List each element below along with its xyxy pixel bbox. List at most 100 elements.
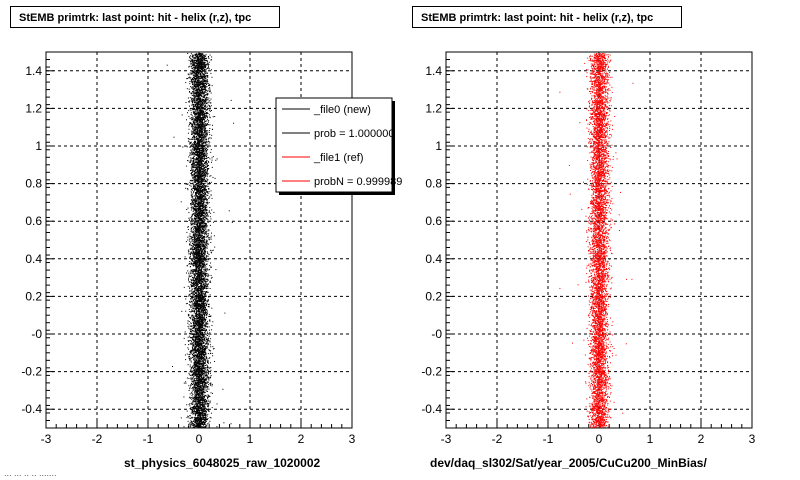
scatter-point — [192, 68, 194, 70]
scatter-point — [191, 67, 193, 69]
scatter-point — [202, 96, 204, 98]
scatter-point — [199, 185, 201, 187]
scatter-point — [198, 130, 200, 132]
scatter-point — [197, 155, 199, 157]
scatter-point — [190, 407, 192, 409]
scatter-point — [189, 57, 191, 59]
scatter-point — [197, 392, 199, 394]
scatter-point — [202, 88, 204, 90]
scatter-point — [198, 92, 200, 94]
scatter-point — [202, 104, 204, 106]
scatter-point — [205, 284, 207, 286]
scatter-point — [189, 91, 190, 92]
scatter-point — [196, 106, 197, 107]
scatter-point — [186, 146, 188, 148]
scatter-point — [188, 385, 190, 387]
scatter-point — [213, 348, 215, 349]
scatter-point — [192, 381, 194, 383]
scatter-point — [193, 291, 195, 293]
scatter-point — [203, 253, 205, 254]
scatter-point — [206, 154, 208, 156]
scatter-point — [193, 76, 195, 78]
scatter-point — [193, 213, 194, 215]
scatter-point — [205, 133, 207, 135]
scatter-point — [192, 201, 194, 203]
scatter-point — [189, 241, 191, 243]
scatter-point — [199, 157, 200, 159]
scatter-point — [191, 133, 193, 135]
scatter-point — [204, 153, 206, 155]
scatter-point — [206, 367, 208, 369]
scatter-point — [193, 408, 195, 410]
scatter-point — [206, 372, 208, 373]
scatter-point — [204, 100, 206, 102]
scatter-point — [190, 298, 191, 300]
scatter-point — [194, 82, 196, 84]
scatter-point — [204, 64, 206, 66]
scatter-point — [192, 290, 194, 292]
scatter-point — [195, 118, 197, 120]
scatter-point — [197, 182, 199, 183]
scatter-point — [205, 212, 207, 213]
scatter-point — [197, 275, 199, 276]
scatter-point — [206, 160, 207, 162]
scatter-point — [206, 190, 208, 192]
scatter-point — [204, 258, 206, 260]
scatter-point — [199, 160, 201, 162]
scatter-point — [199, 102, 201, 104]
scatter-point — [205, 144, 207, 146]
scatter-point — [197, 120, 199, 122]
scatter-point — [197, 173, 199, 175]
scatter-point — [195, 222, 197, 224]
scatter-point — [206, 163, 208, 165]
scatter-point — [195, 348, 197, 350]
scatter-point — [194, 181, 196, 183]
scatter-point — [202, 305, 204, 307]
scatter-point — [211, 59, 213, 61]
scatter-point — [192, 348, 194, 350]
scatter-point — [195, 257, 197, 259]
scatter-point — [195, 261, 197, 263]
scatter-point — [203, 379, 205, 381]
scatter-point — [209, 341, 211, 343]
scatter-point — [191, 114, 193, 116]
scatter-point — [192, 111, 194, 113]
scatter-point — [189, 405, 191, 407]
scatter-point — [202, 93, 204, 95]
scatter-point — [187, 239, 189, 241]
scatter-point — [189, 239, 190, 241]
scatter-point — [191, 173, 193, 175]
scatter-point — [194, 223, 196, 225]
scatter-point — [205, 197, 206, 199]
scatter-point — [200, 255, 202, 256]
scatter-point — [210, 266, 211, 268]
scatter-point — [202, 307, 204, 309]
scatter-point — [194, 205, 196, 207]
scatter-point — [195, 198, 196, 200]
scatter-point — [194, 395, 196, 397]
scatter-point — [196, 227, 198, 229]
scatter-point — [190, 252, 192, 254]
scatter-point — [208, 275, 210, 277]
scatter-point — [196, 248, 198, 250]
scatter-point — [187, 236, 189, 238]
scatter-point — [189, 328, 191, 330]
scatter-point — [210, 218, 212, 220]
scatter-point — [205, 379, 207, 381]
scatter-point — [202, 283, 204, 285]
scatter-point — [200, 76, 202, 78]
scatter-point — [201, 339, 203, 341]
scatter-point — [200, 324, 202, 326]
scatter-point — [197, 290, 198, 291]
scatter-point — [202, 179, 204, 181]
scatter-point — [200, 177, 202, 179]
scatter-point — [205, 216, 207, 218]
scatter-point — [199, 308, 201, 310]
scatter-point — [192, 250, 194, 252]
scatter-point — [205, 358, 207, 360]
scatter-point — [201, 329, 203, 331]
scatter-point — [208, 182, 210, 184]
scatter-point — [211, 266, 212, 268]
scatter-point — [208, 65, 209, 67]
scatter-point — [191, 341, 192, 343]
